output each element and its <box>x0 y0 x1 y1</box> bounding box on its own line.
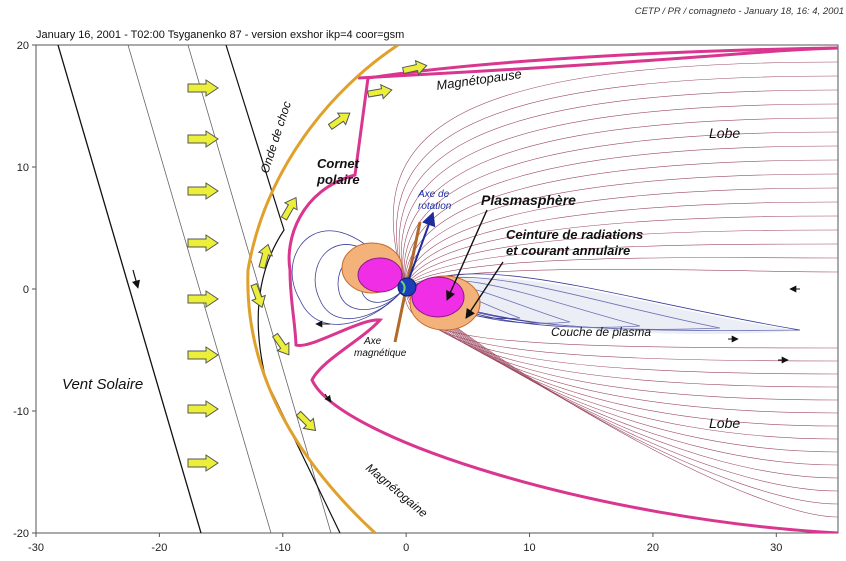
y-tick-label: 0 <box>23 284 29 296</box>
x-tick-label: 30 <box>770 542 782 554</box>
north-lobe-line <box>396 75 838 288</box>
label-ceinture-1: Ceinture de radiations <box>506 227 643 242</box>
south-lobe-line <box>404 286 838 349</box>
right-arrow-icon <box>187 79 219 97</box>
south-lobe-line <box>404 286 838 518</box>
north-lobe-line <box>398 89 838 288</box>
label-axe-rotation-1: Axe de <box>417 189 450 200</box>
plasmasphere <box>357 257 465 318</box>
label-plasmasphere: Plasmasphère <box>481 192 576 208</box>
right-arrow-icon <box>187 290 219 308</box>
north-lobe-line <box>400 103 838 288</box>
header-credit: CETP / PR / comagneto - January 18, 16: … <box>635 6 844 17</box>
north-lobe-line <box>402 117 838 288</box>
right-arrow-icon <box>187 346 219 364</box>
x-tick-label: -10 <box>275 542 291 554</box>
y-tick-label: 10 <box>17 162 29 174</box>
label-ceinture-2: et courant annulaire <box>506 243 630 258</box>
x-tick-label: 20 <box>647 542 659 554</box>
plot-area <box>57 45 838 533</box>
north-lobe-line <box>404 229 838 288</box>
curved-arrow-icon <box>295 410 317 432</box>
curved-arrow-icon <box>367 83 393 100</box>
curved-arrow-icon <box>402 59 428 76</box>
y-tick-label: 20 <box>17 40 29 52</box>
field-direction-arrows <box>315 285 800 403</box>
flow-arrows <box>250 59 428 432</box>
label-cornet: Cornet <box>317 156 360 171</box>
rotation-axis <box>405 211 436 288</box>
north-lobe-line <box>404 187 838 288</box>
north-lobe-line <box>404 201 838 288</box>
north-lobe-line <box>403 131 838 288</box>
y-axis-ticks: 20 10 0 -10 -20 <box>13 40 36 540</box>
north-lobe-line <box>404 215 838 288</box>
label-axe-magnetique-2: magnétique <box>354 348 407 359</box>
right-arrow-icon <box>187 400 219 418</box>
label-lobe-south: Lobe <box>709 415 740 431</box>
label-couche-plasma: Couche de plasma <box>551 325 651 339</box>
x-tick-label: -20 <box>151 542 167 554</box>
label-axe-magnetique-1: Axe <box>363 336 382 347</box>
y-tick-label: -20 <box>13 528 29 540</box>
curved-arrow-icon <box>327 112 351 131</box>
label-polaire: polaire <box>316 172 360 187</box>
label-axe-rotation-2: rotation <box>418 201 452 212</box>
label-lobe-north: Lobe <box>709 125 740 141</box>
earth-icon <box>397 277 417 297</box>
right-arrow-icon <box>187 182 219 200</box>
solar-wind-arrows <box>187 79 219 472</box>
curved-arrow-icon <box>280 196 298 221</box>
x-tick-label: -30 <box>28 542 44 554</box>
label-vent-solaire: Vent Solaire <box>62 376 143 393</box>
bow-shock <box>246 45 399 533</box>
north-lobe-line <box>404 257 838 288</box>
north-lobe-line <box>404 173 838 288</box>
header-title: January 16, 2001 - T02:00 Tsyganenko 87 … <box>36 29 404 41</box>
x-tick-label: 0 <box>403 542 409 554</box>
right-arrow-icon <box>187 454 219 472</box>
label-pointers <box>446 209 504 319</box>
y-tick-label: -10 <box>13 406 29 418</box>
north-lobe-line <box>404 243 838 288</box>
north-lobe-line <box>392 61 838 288</box>
right-arrow-icon <box>187 234 219 252</box>
curved-arrow-icon <box>271 332 290 356</box>
south-lobe-line <box>404 286 838 505</box>
north-lobe-line <box>404 145 838 288</box>
plasma-sheet <box>412 277 800 335</box>
x-axis-ticks: -30 -20 -10 0 10 20 30 <box>28 533 782 554</box>
curved-arrow-icon <box>257 243 274 269</box>
right-arrow-icon <box>187 130 219 148</box>
curved-arrow-icon <box>250 283 266 309</box>
magnetopause-boundary <box>287 46 838 533</box>
x-tick-label: 10 <box>523 542 535 554</box>
